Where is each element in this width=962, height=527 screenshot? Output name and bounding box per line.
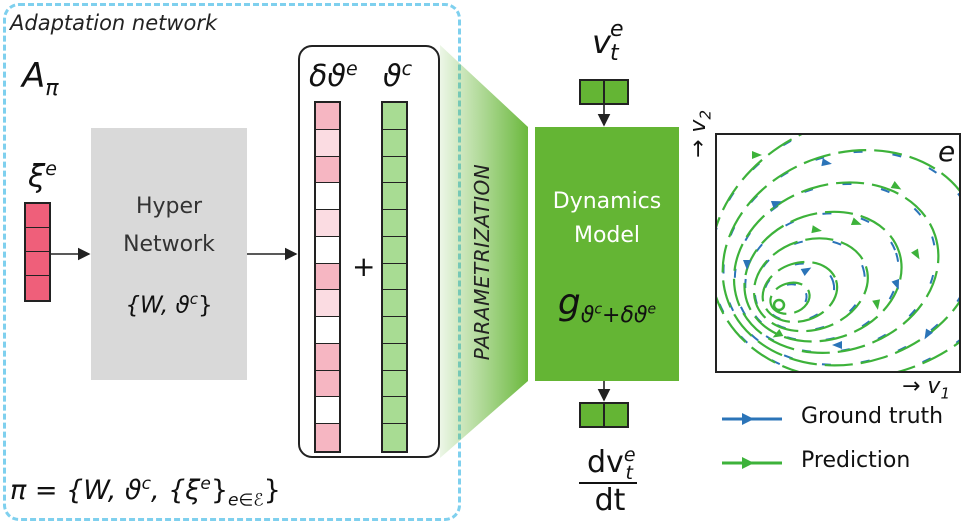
xi-vector	[24, 202, 51, 302]
delta-theta-cell	[316, 156, 339, 184]
streamline-arrowhead	[872, 299, 881, 310]
output-vector	[579, 402, 629, 428]
y-axis-label: → v2	[686, 110, 715, 158]
xi-cell	[26, 252, 49, 276]
parametrization-label: PARAMETRIZATION	[470, 163, 494, 361]
hyper-network-params: {W, ϑc}	[125, 290, 213, 319]
delta-theta-cell	[316, 317, 339, 344]
prediction-streamline	[717, 135, 959, 371]
streamline-arrowhead	[924, 328, 933, 340]
parameter-set-equation: π = {W, ϑc, {ξe}e∈ℰ}	[10, 474, 281, 511]
streamline-arrowhead	[772, 329, 784, 338]
plus-sign: +	[352, 250, 376, 283]
environment-label: e	[938, 135, 956, 168]
theta-label: ϑc	[383, 58, 413, 94]
delta-theta-cell	[316, 183, 339, 211]
legend-prediction: Prediction	[801, 448, 911, 473]
phase-portrait-streamlines	[717, 135, 959, 371]
fraction-bar	[579, 482, 637, 484]
delta-theta-cell	[316, 129, 339, 157]
streamline-arrowhead	[752, 151, 762, 159]
streamline-arrowhead	[811, 225, 822, 234]
dynamics-model-label: Dynamics Model	[552, 189, 662, 248]
delta-theta-cell	[316, 263, 339, 291]
prediction-streamline	[743, 210, 903, 343]
streamline-arrowhead	[891, 278, 900, 290]
dynamics-model-box	[535, 127, 679, 381]
dynamics-model-function: gϑc+δϑe	[557, 282, 657, 329]
hyper-network-box	[91, 128, 247, 380]
theta-cell	[383, 290, 406, 318]
delta-theta-cell	[316, 290, 339, 318]
theta-cell	[383, 370, 406, 398]
theta-cell	[383, 129, 406, 157]
ground-truth-streamline	[762, 262, 836, 323]
delta-theta-cell	[316, 103, 339, 130]
streamline-arrowhead	[832, 341, 842, 349]
theta-cell	[383, 103, 406, 130]
xi-cell	[26, 228, 49, 252]
prediction-streamline	[732, 181, 940, 354]
theta-cell	[383, 263, 406, 291]
theta-vector	[381, 101, 408, 453]
streamline-arrowhead	[850, 217, 862, 226]
theta-cell	[383, 210, 406, 237]
delta-theta-cell	[316, 397, 339, 425]
a-pi-symbol: Aπ	[22, 56, 59, 101]
delta-theta-cell	[316, 343, 339, 371]
delta-theta-vector	[314, 101, 341, 453]
output-derivative-numerator: dvet	[587, 444, 636, 484]
prediction-streamline	[721, 149, 959, 367]
delta-theta-cell	[316, 236, 339, 264]
ground-truth-streamline	[733, 182, 937, 354]
theta-cell	[383, 236, 406, 264]
fixed-point-marker	[772, 298, 786, 312]
delta-theta-cell	[316, 370, 339, 398]
parameter-panel	[298, 45, 440, 458]
theta-cell	[383, 317, 406, 344]
legend-prediction-line	[722, 457, 782, 469]
streamline-arrowhead	[890, 181, 902, 190]
ground-truth-streamline	[770, 283, 808, 315]
prediction-streamline	[752, 237, 869, 333]
phase-portrait	[715, 133, 961, 373]
prediction-streamline	[769, 281, 811, 315]
theta-cell	[383, 424, 406, 451]
adaptation-network-title: Adaptation network	[10, 11, 218, 35]
xi-cell	[26, 204, 49, 228]
input-vector	[579, 79, 629, 105]
streamline-arrowhead	[770, 200, 782, 209]
parametrization-funnel	[440, 45, 528, 458]
legend-ground-truth: Ground truth	[801, 404, 944, 429]
hyper-network-label: Hyper Network	[123, 194, 215, 257]
streamline-arrowhead	[800, 267, 812, 276]
theta-cell	[383, 397, 406, 425]
x-axis-label: → v1	[902, 374, 950, 403]
delta-theta-label: δϑe	[309, 58, 358, 94]
output-derivative-denominator: dt	[594, 483, 626, 518]
streamline-arrowhead	[911, 248, 920, 260]
theta-cell	[383, 183, 406, 211]
streamline-arrowhead	[743, 260, 751, 270]
legend-ground-truth-line	[722, 413, 782, 425]
delta-theta-cell	[316, 424, 339, 451]
theta-cell	[383, 343, 406, 371]
delta-theta-cell	[316, 210, 339, 237]
theta-cell	[383, 156, 406, 184]
xi-label: ξe	[28, 158, 57, 195]
streamline-arrowhead	[821, 158, 832, 167]
